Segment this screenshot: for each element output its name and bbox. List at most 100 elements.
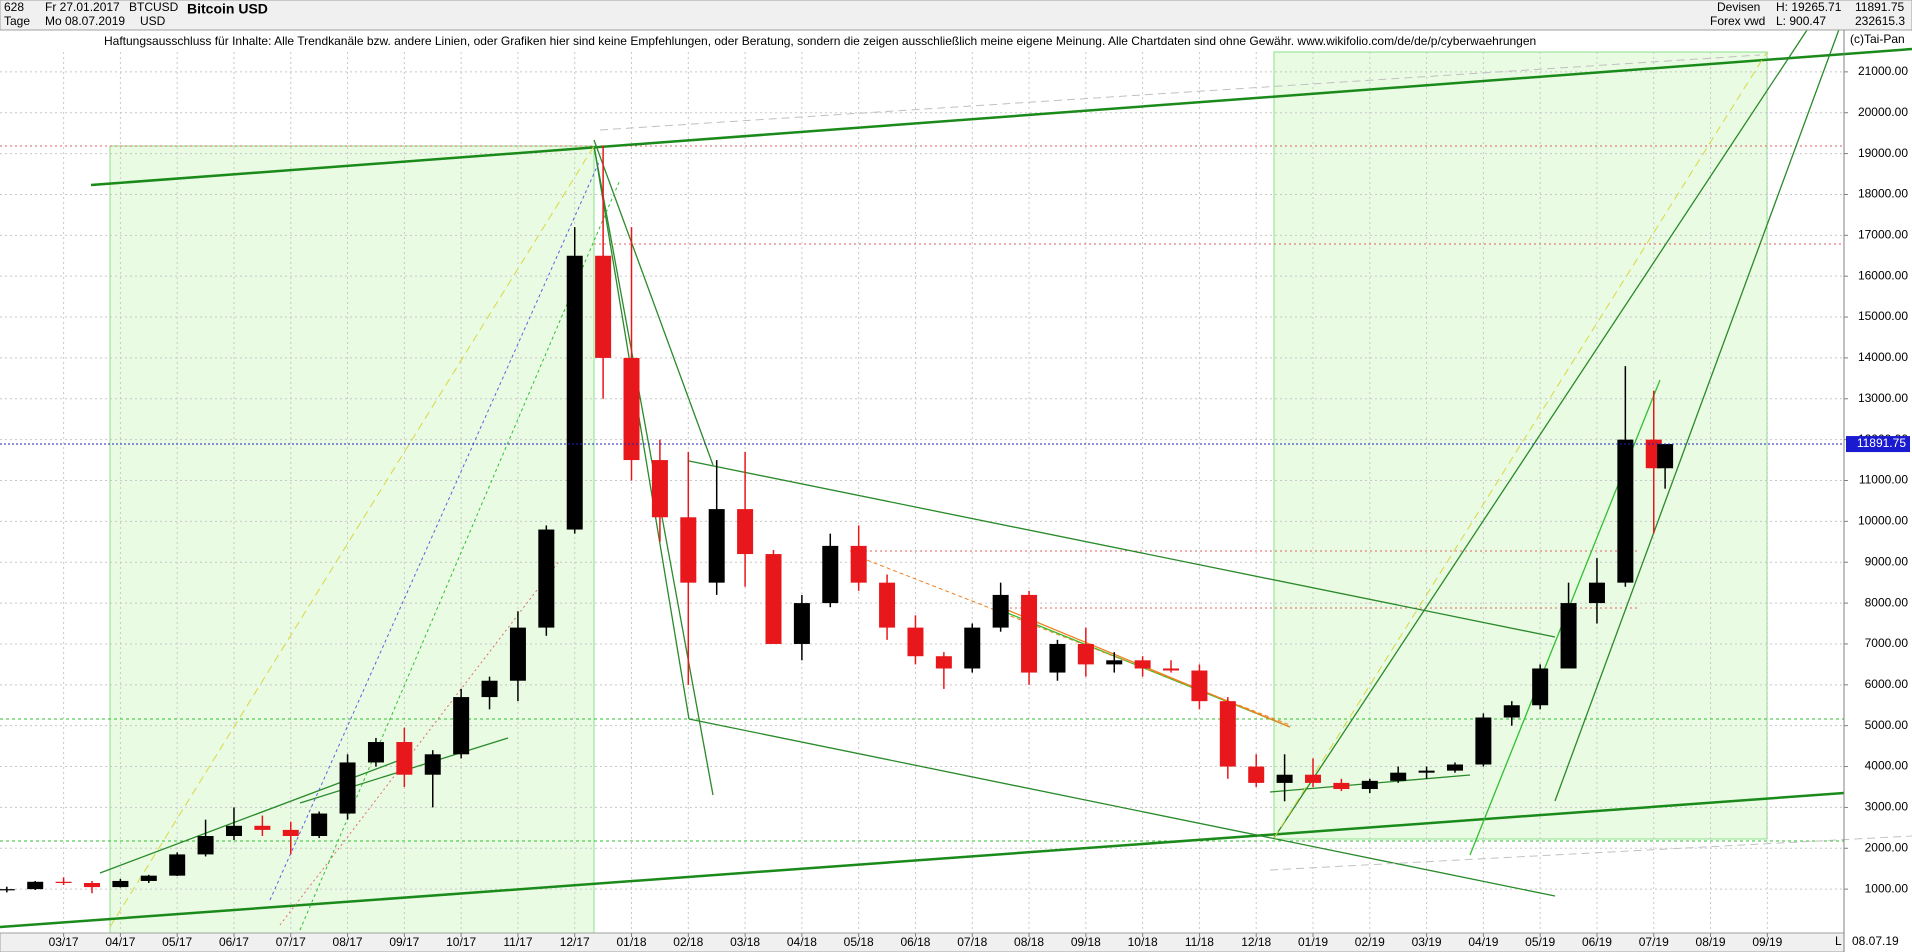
candle-body xyxy=(935,656,952,669)
candle-body xyxy=(1305,774,1322,783)
x-tick-label: 04/18 xyxy=(787,935,817,949)
candle-body xyxy=(879,582,896,628)
candle-body xyxy=(538,529,555,628)
x-tick-label: 01/19 xyxy=(1298,935,1328,949)
chart-title: Bitcoin USD xyxy=(187,1,268,17)
symbol: BTCUSD xyxy=(129,0,179,14)
candle-body xyxy=(651,460,668,518)
candle-body xyxy=(169,854,186,876)
x-tick-label: 04/17 xyxy=(105,935,135,949)
candle-body xyxy=(112,880,129,888)
candle-body xyxy=(481,680,498,698)
candle-body xyxy=(453,697,470,755)
trend-lines xyxy=(0,23,1912,931)
x-tick-label: 08/19 xyxy=(1696,935,1726,949)
y-tick-label: 5000.00 xyxy=(1865,718,1909,732)
candle-body xyxy=(708,509,725,583)
candle-body xyxy=(737,509,754,555)
candle-body xyxy=(396,742,413,775)
candle-body xyxy=(197,836,214,855)
period: Tage xyxy=(4,14,30,28)
trend-line xyxy=(109,145,595,928)
y-tick-label: 11000.00 xyxy=(1859,473,1908,487)
x-tick-label: 08/18 xyxy=(1014,935,1044,949)
x-tick-label: 10/18 xyxy=(1128,935,1158,949)
trend-line xyxy=(1273,23,1812,839)
trend-line xyxy=(279,559,561,926)
candle-body xyxy=(1021,594,1038,673)
candle-body xyxy=(595,255,612,358)
candle-body xyxy=(1163,668,1180,671)
candle-body xyxy=(367,742,384,763)
trend-line xyxy=(688,718,1556,897)
y-tick-label: 8000.00 xyxy=(1865,595,1909,609)
trend-line xyxy=(0,791,1845,929)
x-tick-label: 06/18 xyxy=(900,935,930,949)
candle-body xyxy=(765,554,782,644)
end-date: Mo 08.07.2019 xyxy=(45,14,125,28)
x-tick-label: 02/19 xyxy=(1355,935,1385,949)
candle-body xyxy=(424,754,441,775)
x-tick-label: 05/17 xyxy=(162,935,192,949)
trend-line xyxy=(599,54,1761,131)
candle-body xyxy=(1219,701,1236,767)
y-tick-label: 10000.00 xyxy=(1858,514,1908,528)
x-tick-label: 09/17 xyxy=(389,935,419,949)
candle-body xyxy=(1333,782,1350,790)
y-tick-label: 1000.00 xyxy=(1865,881,1909,895)
current-price-label: 11891.75 xyxy=(1857,436,1906,450)
x-tick-label: 05/19 xyxy=(1525,935,1555,949)
candle-body xyxy=(0,889,15,891)
low: L: 900.47 xyxy=(1776,14,1826,28)
candle-body xyxy=(1276,774,1293,783)
trend-line xyxy=(1269,835,1912,871)
candle-body xyxy=(1560,603,1577,669)
x-tick-label: 07/18 xyxy=(957,935,987,949)
y-tick-label: 19000.00 xyxy=(1858,146,1908,160)
x-tick-label: 11/18 xyxy=(1185,935,1214,949)
candle-body xyxy=(140,875,157,881)
candle-body xyxy=(1446,764,1463,771)
currency: USD xyxy=(140,14,166,28)
candle-body xyxy=(339,762,356,814)
trend-line xyxy=(90,47,1912,187)
x-tick-label: 06/19 xyxy=(1582,935,1612,949)
candle-body xyxy=(1617,439,1634,583)
trend-line xyxy=(593,145,690,720)
disclaimer: Haftungsausschluss für Inhalte: Alle Tre… xyxy=(104,34,1536,48)
x-tick-label: 05/18 xyxy=(844,935,874,949)
trend-line xyxy=(299,179,621,931)
y-tick-label: 18000.00 xyxy=(1858,187,1908,201)
candle-body xyxy=(282,829,299,837)
x-tick-label: 12/17 xyxy=(560,935,590,949)
count: 628 xyxy=(4,0,24,14)
x-tick-label: 03/19 xyxy=(1412,935,1442,949)
candle-body xyxy=(84,883,101,888)
y-tick-label: 20000.00 xyxy=(1858,105,1908,119)
candles xyxy=(0,145,1674,894)
candle-body xyxy=(623,357,640,461)
x-tick-label: 01/18 xyxy=(616,935,646,949)
candle-body xyxy=(27,881,44,890)
x-corner-label: L xyxy=(1835,934,1842,948)
exchange: Devisen xyxy=(1717,0,1760,14)
candle-body xyxy=(566,255,583,530)
candle-body xyxy=(964,627,981,669)
candle-body xyxy=(1106,660,1123,665)
source: Forex vwd xyxy=(1710,14,1765,28)
y-tick-label: 21000.00 xyxy=(1858,64,1908,78)
candle-body xyxy=(1248,766,1265,783)
candle-body xyxy=(850,545,867,583)
y-tick-label: 16000.00 xyxy=(1858,268,1908,282)
header-bar xyxy=(0,0,1912,31)
candle-body xyxy=(1532,668,1549,706)
y-tick-label: 9000.00 xyxy=(1865,554,1909,568)
x-tick-label: 09/18 xyxy=(1071,935,1101,949)
copyright: (c)Tai-Pan xyxy=(1850,32,1905,46)
x-tick-label: 12/18 xyxy=(1241,935,1271,949)
candle-body xyxy=(793,603,810,644)
x-end-label: 08.07.19 xyxy=(1852,934,1899,948)
candle-body xyxy=(1077,643,1094,665)
candle-body xyxy=(1475,717,1492,765)
candle-body xyxy=(311,813,328,837)
